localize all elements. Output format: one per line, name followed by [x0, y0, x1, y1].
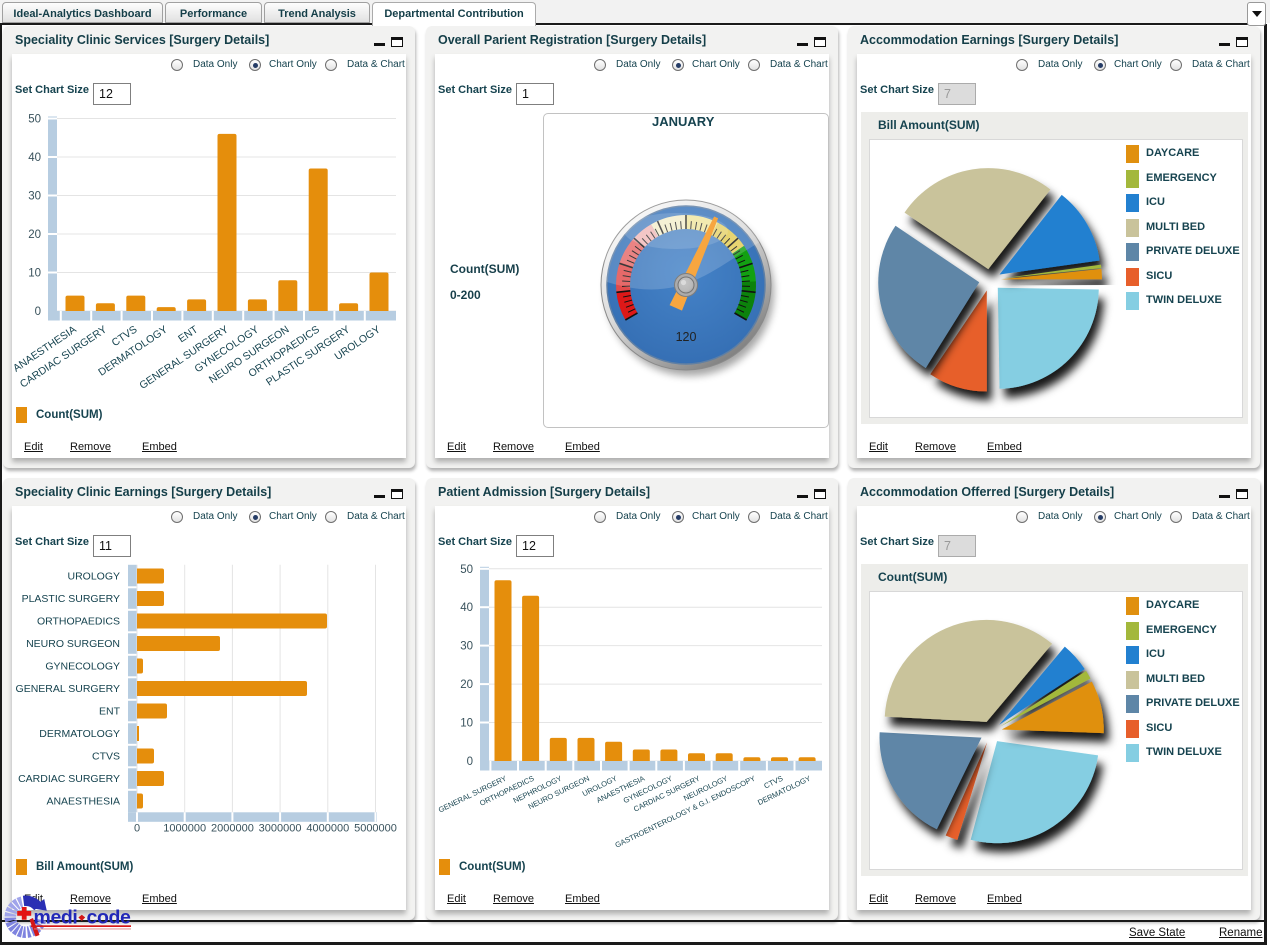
svg-text:10: 10 [460, 718, 473, 730]
svg-text:ANAESTHESIA: ANAESTHESIA [46, 796, 120, 808]
svg-text:CARDIAC SURGERY: CARDIAC SURGERY [18, 773, 120, 785]
svg-text:5000000: 5000000 [354, 822, 397, 834]
svg-text:0: 0 [35, 306, 41, 318]
svg-text:CTVS: CTVS [92, 751, 120, 763]
svg-text:50: 50 [460, 564, 473, 576]
svg-text:GYNECOLOGY: GYNECOLOGY [45, 661, 120, 673]
svg-text:50: 50 [28, 114, 41, 126]
svg-text:code: code [87, 907, 131, 929]
svg-text:1000000: 1000000 [163, 822, 206, 834]
svg-text:3000000: 3000000 [259, 822, 302, 834]
svg-text:ORTHOPAEDICS: ORTHOPAEDICS [37, 616, 120, 628]
svg-text:40: 40 [460, 602, 473, 614]
svg-text:PLASTIC SURGERY: PLASTIC SURGERY [22, 593, 120, 605]
svg-text:30: 30 [460, 641, 473, 653]
svg-text:2000000: 2000000 [211, 822, 254, 834]
svg-text:UROLOGY: UROLOGY [67, 571, 120, 583]
svg-text:4000000: 4000000 [306, 822, 349, 834]
svg-text:20: 20 [460, 679, 473, 691]
svg-text:GENERAL SURGERY: GENERAL SURGERY [16, 683, 120, 695]
svg-text:0: 0 [134, 822, 140, 834]
svg-text:ENT: ENT [99, 706, 121, 718]
svg-text:40: 40 [28, 152, 41, 164]
svg-text:20: 20 [28, 229, 41, 241]
svg-text:10: 10 [28, 268, 41, 280]
svg-text:DERMATOLOGY: DERMATOLOGY [756, 774, 812, 807]
svg-text:medi: medi [34, 907, 78, 929]
svg-text:0: 0 [467, 756, 473, 768]
svg-text:120: 120 [676, 330, 697, 344]
svg-text:NEURO SURGEON: NEURO SURGEON [26, 638, 120, 650]
svg-text:30: 30 [28, 191, 41, 203]
svg-text:DERMATOLOGY: DERMATOLOGY [39, 728, 120, 740]
